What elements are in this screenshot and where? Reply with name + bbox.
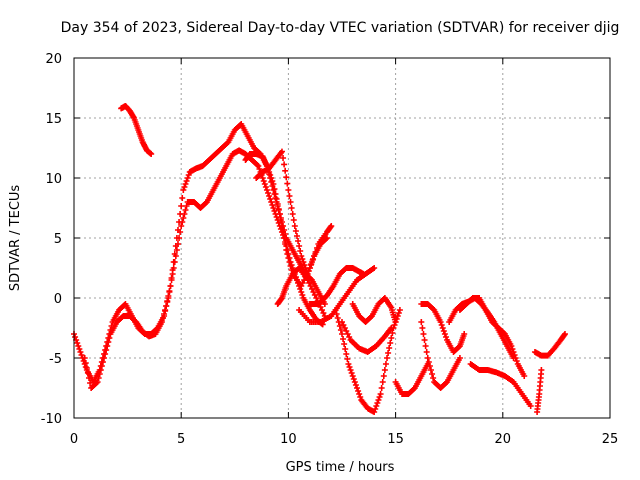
data-point-markers (418, 301, 468, 355)
series-trace-r (531, 331, 568, 359)
data-points (71, 103, 568, 415)
grid-lines (73, 57, 611, 419)
y-tick-label: -10 (41, 412, 62, 427)
data-point-markers (531, 331, 568, 359)
series-trace-h (306, 265, 367, 307)
plot-frame (73, 57, 611, 419)
data-point-markers (349, 295, 399, 325)
x-tick-label: 15 (387, 432, 404, 447)
series-trace-m (418, 319, 463, 391)
data-point-markers (418, 319, 463, 391)
data-point-markers (456, 295, 528, 379)
x-tick-label: 5 (177, 432, 185, 447)
series-trace-p (456, 295, 528, 379)
y-axis-label: SDTVAR / TECUs (8, 185, 23, 292)
y-tick-label: 0 (54, 292, 62, 307)
x-tick-label: 10 (280, 432, 297, 447)
data-point-markers (534, 367, 545, 415)
data-point-markers (392, 361, 431, 397)
data-point-markers (467, 361, 534, 409)
data-point-markers (118, 103, 155, 157)
data-point-markers (253, 148, 330, 277)
series-trace-s (534, 367, 545, 415)
series-trace-c (118, 103, 155, 157)
x-tick-label: 25 (602, 432, 619, 447)
y-tick-label: -5 (49, 352, 62, 367)
y-tick-label: 5 (54, 232, 62, 247)
series-trace-k (339, 319, 395, 355)
tick-labels: 0 5 10 15 20 25 -10 -5 0 5 10 15 20 (41, 52, 619, 447)
x-axis-label: GPS time / hours (286, 460, 395, 475)
data-point-markers (306, 265, 367, 307)
x-tick-label: 20 (495, 432, 512, 447)
chart-title: Day 354 of 2023, Sidereal Day-to-day VTE… (61, 20, 620, 36)
series-trace-q (467, 361, 534, 409)
y-tick-label: 20 (45, 52, 62, 67)
series-trace-l (392, 361, 431, 397)
data-point-markers (339, 319, 395, 355)
series-trace-n (418, 301, 468, 355)
x-tick-label: 0 (70, 432, 78, 447)
series-trace-e (253, 148, 330, 277)
y-tick-label: 15 (45, 112, 62, 127)
series-trace-j (349, 295, 399, 325)
y-tick-label: 10 (45, 172, 62, 187)
